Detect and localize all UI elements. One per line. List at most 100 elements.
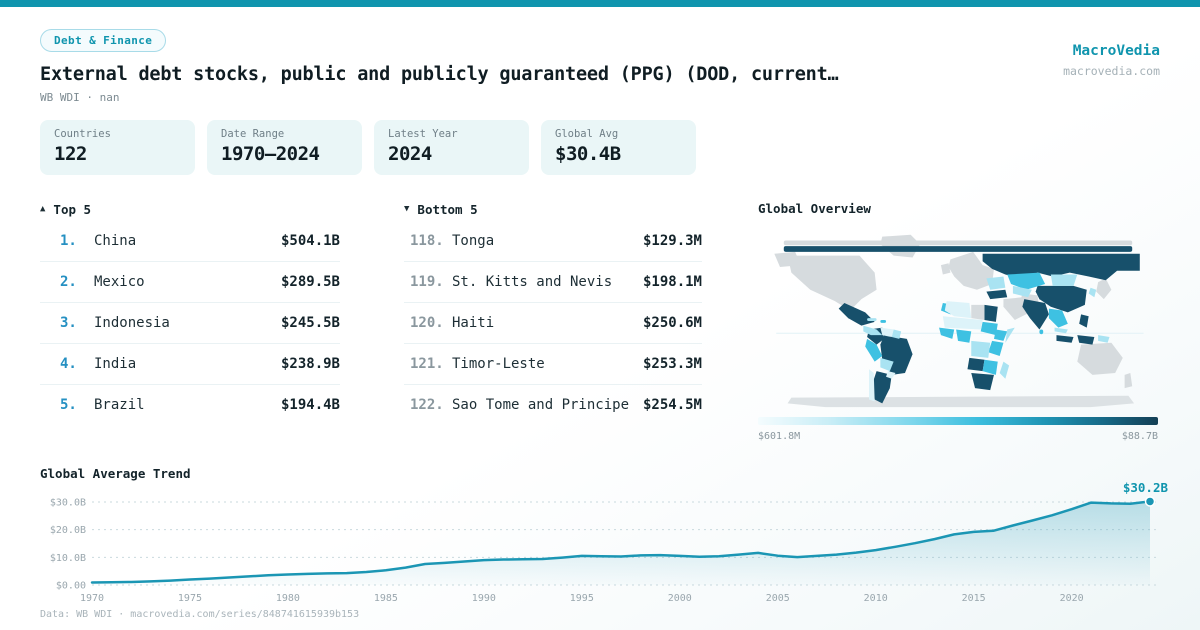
country-name: Timor-Leste [452,356,545,372]
country-value: $504.1B [280,233,340,249]
rank-number: 1. [60,233,77,249]
brand-domain: macrovedia.com [1063,64,1160,78]
rank-number: 3. [60,315,77,331]
header-left: Debt & Finance External debt stocks, pub… [40,29,839,104]
country-value: $245.5B [280,315,340,331]
end-point-label: $30.2B [1123,481,1169,495]
page-title: External debt stocks, public and publicl… [40,64,839,85]
stat-card: Countries 122 [40,120,195,175]
svg-text:$20.0B: $20.0B [50,525,86,536]
list-item: 1. China $504.1B [40,221,340,262]
trend-title: Global Average Trend [40,466,191,481]
rank-number: 2. [60,274,77,290]
country-name: India [94,356,137,372]
x-axis-labels: 1970 1975 1980 1985 1990 1995 2000 2005 2010 2015… [80,593,1084,604]
map-panel: Global Overview [758,201,1158,442]
svg-text:2000: 2000 [668,593,692,604]
triangle-down-icon: ▼ [404,204,410,214]
trend-section: Global Average Trend $0.00 $10.0B $20.0B $3… [40,466,1168,607]
country-name: Sao Tome and Principe [452,397,630,413]
bottom5-header-label: Bottom 5 [417,201,478,217]
top5-header: ▲ Top 5 [40,201,340,217]
svg-text:1975: 1975 [178,593,202,604]
country-name: Indonesia [94,315,170,331]
list-item: 122. Sao Tome and Principe $254.5M [404,385,702,425]
map-legend-max: $88.7B [1121,431,1158,442]
stat-label: Date Range [221,128,285,140]
map-legend-labels: $601.8M $88.7B [758,431,1158,442]
top5-panel: ▲ Top 5 1. China $504.1B 2. Mexico $289.… [40,201,340,442]
rank-number: 118. [410,233,444,249]
list-item: 2. Mexico $289.5B [40,262,340,303]
svg-text:1970: 1970 [80,593,104,604]
list-item: 3. Indonesia $245.5B [40,303,340,344]
world-choropleth-map [774,234,1144,408]
country-value: $198.1M [642,274,702,290]
country-value: $254.5M [642,397,702,413]
rank-number: 120. [410,315,444,331]
bottom5-panel: ▼ Bottom 5 118. Tonga $129.3M 119. St. K… [404,201,702,442]
country-name: St. Kitts and Nevis [452,274,613,290]
svg-text:2005: 2005 [766,593,790,604]
header: Debt & Finance External debt stocks, pub… [40,29,1160,104]
country-value: $194.4B [280,397,340,413]
category-badge: Debt & Finance [40,29,167,52]
trend-line [90,500,1152,584]
svg-text:$10.0B: $10.0B [50,553,86,564]
country-name: Tonga [452,233,495,249]
stats-row: Countries 122 Date Range 1970–2024 Lates… [40,120,1160,175]
svg-text:1985: 1985 [374,593,398,604]
brand-block: MacroVedia macrovedia.com [1063,29,1160,78]
stat-value: 1970–2024 [221,143,320,165]
rank-number: 4. [60,356,77,372]
end-point-dot [1144,496,1156,507]
trend-area [92,501,1150,585]
list-item: 119. St. Kitts and Nevis $198.1M [404,262,702,303]
map-legend-gradient [758,417,1158,425]
country-value: $129.3M [642,233,702,249]
source-subtitle: WB WDI · nan [40,91,120,104]
bottom5-header: ▼ Bottom 5 [404,201,702,217]
svg-text:2015: 2015 [962,593,986,604]
top5-header-label: Top 5 [53,201,92,217]
country-name: Brazil [94,397,145,413]
country-value: $289.5B [280,274,340,290]
svg-text:2010: 2010 [864,593,888,604]
stat-value: $30.4B [555,143,621,165]
svg-text:1990: 1990 [472,593,496,604]
top-accent-bar [0,0,1200,7]
stat-value: 122 [54,143,87,165]
stat-label: Global Avg [555,128,619,140]
stat-label: Latest Year [388,128,458,140]
top5-list: 1. China $504.1B 2. Mexico $289.5B 3. In… [40,221,340,425]
country-name: Mexico [94,274,145,290]
map-legend-min: $601.8M [758,431,801,442]
svg-text:1995: 1995 [570,593,594,604]
country-name: China [94,233,137,249]
y-axis-labels: $0.00 $10.0B $20.0B $30.0B [50,497,86,591]
svg-text:$0.00: $0.00 [56,581,86,592]
list-item: 120. Haiti $250.6M [404,303,702,344]
rank-number: 122. [410,397,444,413]
svg-text:$30.0B: $30.0B [50,497,86,508]
stat-value: 2024 [388,143,432,165]
svg-text:2020: 2020 [1060,593,1084,604]
stat-card: Date Range 1970–2024 [207,120,362,175]
map-regions-high [783,246,1140,404]
stat-label: Countries [54,128,111,140]
rank-number: 121. [410,356,444,372]
rank-number: 119. [410,274,444,290]
footer-attribution: Data: WB WDI · macrovedia.com/series/848… [40,609,360,620]
map-regions-very-low [869,301,983,402]
country-value: $238.9B [280,356,340,372]
bottom5-list: 118. Tonga $129.3M 119. St. Kitts and Ne… [404,221,702,425]
country-value: $250.6M [642,315,702,331]
list-item: 118. Tonga $129.3M [404,221,702,262]
brand-name: MacroVedia [1072,43,1160,59]
svg-text:1980: 1980 [276,593,300,604]
map-regions-low [863,274,1110,379]
stat-card: Global Avg $30.4B [541,120,696,175]
list-item: 5. Brazil $194.4B [40,385,340,425]
main-row: ▲ Top 5 1. China $504.1B 2. Mexico $289.… [40,201,1160,442]
